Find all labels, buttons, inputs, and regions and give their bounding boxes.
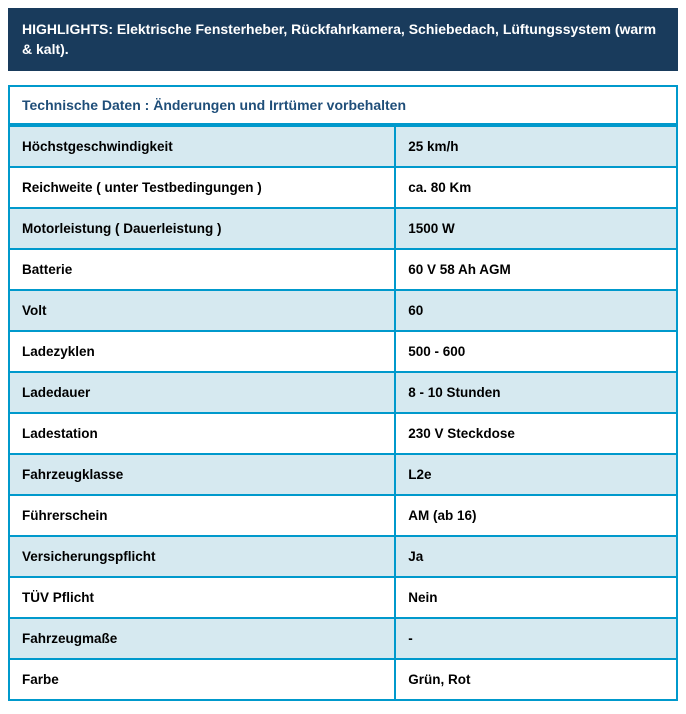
spec-label: Versicherungspflicht [10,535,396,576]
spec-table: Technische Daten : Änderungen und Irrtüm… [8,85,678,701]
spec-value: L2e [396,453,676,494]
table-row: Motorleistung ( Dauerleistung ) 1500 W [10,207,676,248]
spec-label: Höchstgeschwindigkeit [10,125,396,166]
spec-label: Farbe [10,658,396,699]
spec-label: Fahrzeugmaße [10,617,396,658]
spec-label: Motorleistung ( Dauerleistung ) [10,207,396,248]
table-row: Versicherungspflicht Ja [10,535,676,576]
table-row: Ladezyklen 500 - 600 [10,330,676,371]
table-row: Ladedauer 8 - 10 Stunden [10,371,676,412]
spec-label: Volt [10,289,396,330]
spec-value: - [396,617,676,658]
spec-value: ca. 80 Km [396,166,676,207]
highlights-banner: HIGHLIGHTS: Elektrische Fensterheber, Rü… [8,8,678,71]
table-row: Ladestation 230 V Steckdose [10,412,676,453]
spec-label: TÜV Pflicht [10,576,396,617]
spec-value: 25 km/h [396,125,676,166]
table-row: Volt 60 [10,289,676,330]
spec-value: 8 - 10 Stunden [396,371,676,412]
spec-table-body: Höchstgeschwindigkeit 25 km/h Reichweite… [10,125,676,699]
spec-value: 60 [396,289,676,330]
spec-label: Ladezyklen [10,330,396,371]
table-row: TÜV Pflicht Nein [10,576,676,617]
spec-label: Batterie [10,248,396,289]
spec-label: Ladedauer [10,371,396,412]
table-row: Farbe Grün, Rot [10,658,676,699]
spec-value: 60 V 58 Ah AGM [396,248,676,289]
spec-label: Führerschein [10,494,396,535]
spec-value: AM (ab 16) [396,494,676,535]
spec-value: 230 V Steckdose [396,412,676,453]
spec-value: 500 - 600 [396,330,676,371]
spec-value: Grün, Rot [396,658,676,699]
spec-value: Nein [396,576,676,617]
table-row: Höchstgeschwindigkeit 25 km/h [10,125,676,166]
spec-label: Reichweite ( unter Testbedingungen ) [10,166,396,207]
table-row: Fahrzeugmaße - [10,617,676,658]
table-row: Reichweite ( unter Testbedingungen ) ca.… [10,166,676,207]
spec-label: Ladestation [10,412,396,453]
spec-label: Fahrzeugklasse [10,453,396,494]
spec-value: Ja [396,535,676,576]
table-row: Batterie 60 V 58 Ah AGM [10,248,676,289]
spec-table-header: Technische Daten : Änderungen und Irrtüm… [10,87,676,125]
table-row: Fahrzeugklasse L2e [10,453,676,494]
table-row: Führerschein AM (ab 16) [10,494,676,535]
spec-value: 1500 W [396,207,676,248]
